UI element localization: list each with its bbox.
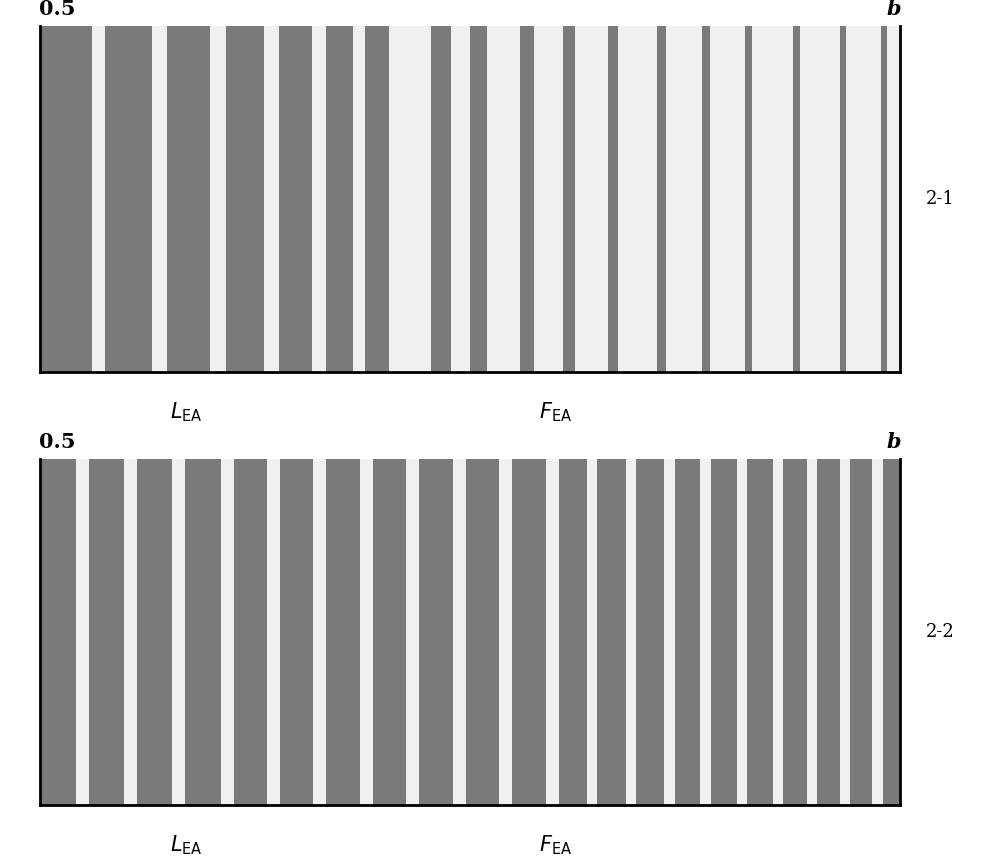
Bar: [326, 26, 353, 372]
Bar: [657, 26, 666, 372]
Bar: [512, 459, 546, 805]
Bar: [466, 459, 499, 805]
Text: 0.5: 0.5: [39, 432, 76, 452]
Text: b: b: [886, 0, 901, 19]
Bar: [89, 459, 124, 805]
Bar: [234, 459, 267, 805]
Bar: [817, 459, 840, 805]
Bar: [520, 26, 534, 372]
Bar: [702, 26, 710, 372]
Bar: [40, 26, 92, 372]
Text: 2-2: 2-2: [926, 624, 955, 641]
Bar: [470, 26, 487, 372]
Bar: [675, 459, 700, 805]
Bar: [40, 459, 76, 805]
Bar: [226, 26, 264, 372]
Bar: [783, 459, 807, 805]
Bar: [608, 26, 618, 372]
Bar: [419, 459, 453, 805]
Bar: [279, 26, 312, 372]
Bar: [365, 26, 389, 372]
Text: $L_{\mathrm{EA}}$: $L_{\mathrm{EA}}$: [170, 833, 203, 856]
Text: $F_{\mathrm{EA}}$: $F_{\mathrm{EA}}$: [539, 833, 573, 856]
Bar: [793, 26, 800, 372]
Bar: [185, 459, 221, 805]
Text: 2-1: 2-1: [926, 191, 955, 208]
Bar: [745, 26, 752, 372]
Bar: [711, 459, 737, 805]
Bar: [883, 459, 900, 805]
Bar: [104, 26, 152, 372]
Bar: [597, 459, 626, 805]
Bar: [431, 26, 451, 372]
Bar: [747, 459, 773, 805]
Bar: [137, 459, 172, 805]
Text: b: b: [886, 432, 901, 452]
Text: 0.5: 0.5: [39, 0, 76, 19]
Bar: [167, 26, 210, 372]
Bar: [326, 459, 360, 805]
Bar: [373, 459, 406, 805]
Bar: [840, 26, 846, 372]
Bar: [881, 26, 887, 372]
Bar: [563, 26, 575, 372]
Text: $F_{\mathrm{EA}}$: $F_{\mathrm{EA}}$: [539, 400, 573, 423]
Bar: [280, 459, 313, 805]
Text: $L_{\mathrm{EA}}$: $L_{\mathrm{EA}}$: [170, 400, 203, 423]
Bar: [850, 459, 872, 805]
Bar: [636, 459, 664, 805]
Bar: [559, 459, 587, 805]
